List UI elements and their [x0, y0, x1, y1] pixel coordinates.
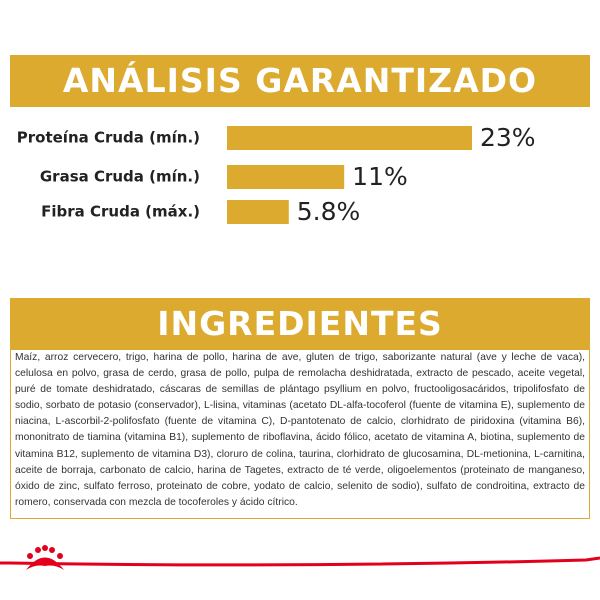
- analysis-title: ANÁLISIS GARANTIZADO: [10, 55, 590, 107]
- chart: Proteína Cruda (mín.) 23% Grasa Cruda (mín…: [17, 123, 536, 226]
- footer: [0, 545, 600, 570]
- value-label: 5.8%: [297, 197, 361, 226]
- footer-line: [0, 556, 600, 567]
- ingredients-title: INGREDIENTES: [10, 298, 590, 350]
- category-label: Grasa Cruda (mín.): [40, 168, 200, 186]
- value-label: 23%: [480, 123, 536, 152]
- category-label: Fibra Cruda (máx.): [41, 203, 200, 221]
- category-label: Proteína Cruda (mín.): [17, 129, 200, 147]
- ingredients-text: Maíz, arroz cervecero, trigo, harina de …: [10, 350, 590, 519]
- bar: [227, 126, 472, 150]
- value-label: 11%: [352, 162, 408, 191]
- bar: [227, 200, 289, 224]
- bar: [227, 165, 345, 189]
- crown-logo: [26, 545, 64, 570]
